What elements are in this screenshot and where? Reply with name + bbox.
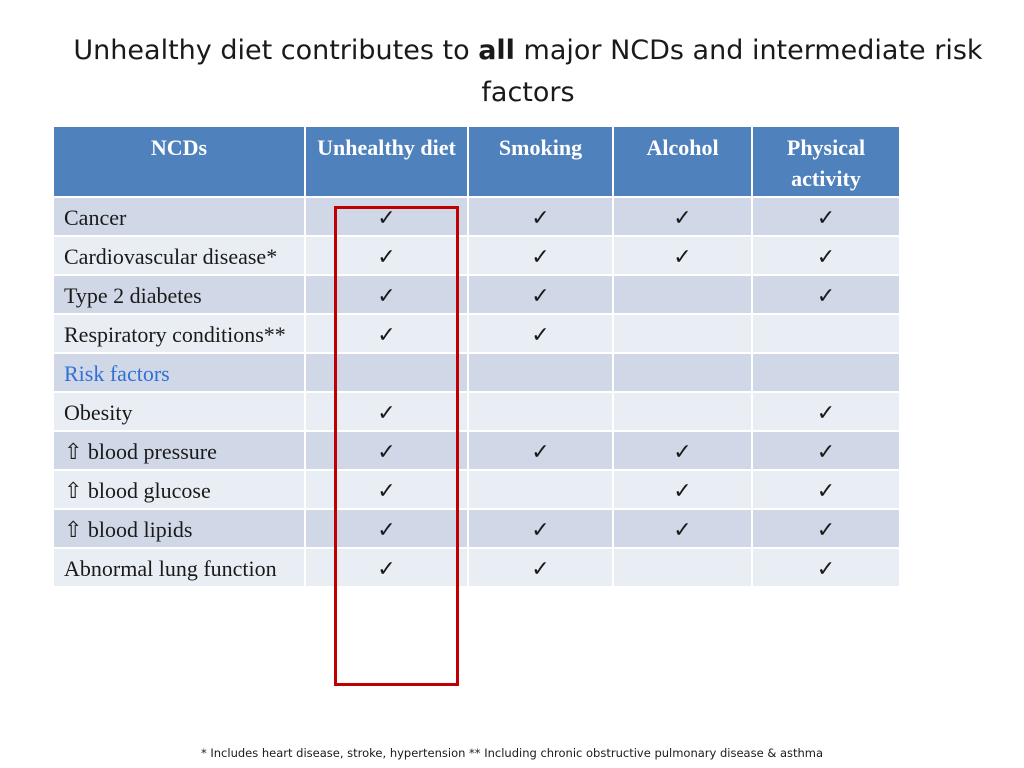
check-cell: ✓ (467, 508, 614, 549)
table-row: Cancer ✓ ✓ ✓ ✓ (52, 196, 901, 237)
check-cell: ✓ (612, 508, 753, 549)
check-cell (612, 313, 753, 354)
check-cell: ✓ (304, 430, 469, 471)
check-cell: ✓ (612, 430, 753, 471)
check-cell: ✓ (751, 235, 901, 276)
table-row: Type 2 diabetes ✓ ✓ ✓ (52, 274, 901, 315)
check-cell: ✓ (304, 313, 469, 354)
check-cell: ✓ (751, 391, 901, 432)
row-label: Obesity (52, 391, 306, 432)
footnote: * Includes heart disease, stroke, hypert… (200, 746, 824, 760)
check-cell: ✓ (304, 274, 469, 315)
check-cell: ✓ (467, 430, 614, 471)
table-header-row: NCDs Unhealthy diet Smoking Alcohol Phys… (52, 125, 901, 198)
ncd-risk-table: NCDs Unhealthy diet Smoking Alcohol Phys… (52, 125, 901, 588)
table-row: ⇧ blood pressure ✓ ✓ ✓ ✓ (52, 430, 901, 471)
table-row: Abnormal lung function ✓ ✓ ✓ (52, 547, 901, 588)
check-cell (467, 391, 614, 432)
check-cell: ✓ (612, 235, 753, 276)
check-cell (751, 352, 901, 393)
check-cell: ✓ (304, 391, 469, 432)
header-smoking: Smoking (467, 125, 614, 198)
check-cell: ✓ (612, 469, 753, 510)
row-label: Type 2 diabetes (52, 274, 306, 315)
check-cell (612, 352, 753, 393)
table-row: Cardiovascular disease* ✓ ✓ ✓ ✓ (52, 235, 901, 276)
check-cell: ✓ (467, 313, 614, 354)
row-label: Respiratory conditions** (52, 313, 306, 354)
check-cell: ✓ (304, 469, 469, 510)
check-cell: ✓ (467, 547, 614, 588)
check-cell: ✓ (304, 547, 469, 588)
check-cell: ✓ (304, 508, 469, 549)
header-ncds: NCDs (52, 125, 306, 198)
check-cell (467, 352, 614, 393)
table-row: ⇧ blood glucose ✓ ✓ ✓ (52, 469, 901, 510)
section-label: Risk factors (52, 352, 306, 393)
table-row: Respiratory conditions** ✓ ✓ (52, 313, 901, 354)
check-cell (612, 274, 753, 315)
check-cell: ✓ (467, 274, 614, 315)
table-row: Obesity ✓ ✓ (52, 391, 901, 432)
check-cell: ✓ (612, 196, 753, 237)
row-label: ⇧ blood pressure (52, 430, 306, 471)
check-cell: ✓ (751, 274, 901, 315)
check-cell: ✓ (751, 469, 901, 510)
check-cell: ✓ (751, 430, 901, 471)
check-cell (612, 391, 753, 432)
row-label: Cancer (52, 196, 306, 237)
check-cell: ✓ (751, 547, 901, 588)
row-label: Cardiovascular disease* (52, 235, 306, 276)
title-text-end: major NCDs and intermediate risk factors (481, 35, 983, 108)
check-cell (304, 352, 469, 393)
row-label: ⇧ blood glucose (52, 469, 306, 510)
title-text-start: Unhealthy diet contributes to (73, 35, 479, 66)
header-physical-activity: Physical activity (751, 125, 901, 198)
row-label: Abnormal lung function (52, 547, 306, 588)
check-cell: ✓ (304, 235, 469, 276)
section-row-risk-factors: Risk factors (52, 352, 901, 393)
title-emphasis: all (478, 35, 515, 66)
header-unhealthy-diet: Unhealthy diet (304, 125, 469, 198)
check-cell (751, 313, 901, 354)
check-cell: ✓ (751, 508, 901, 549)
check-cell: ✓ (467, 196, 614, 237)
check-cell: ✓ (304, 196, 469, 237)
table-row: ⇧ blood lipids ✓ ✓ ✓ ✓ (52, 508, 901, 549)
slide-title: Unhealthy diet contributes to all major … (60, 30, 996, 114)
check-cell: ✓ (751, 196, 901, 237)
check-cell (612, 547, 753, 588)
header-alcohol: Alcohol (612, 125, 753, 198)
check-cell: ✓ (467, 235, 614, 276)
check-cell (467, 469, 614, 510)
row-label: ⇧ blood lipids (52, 508, 306, 549)
